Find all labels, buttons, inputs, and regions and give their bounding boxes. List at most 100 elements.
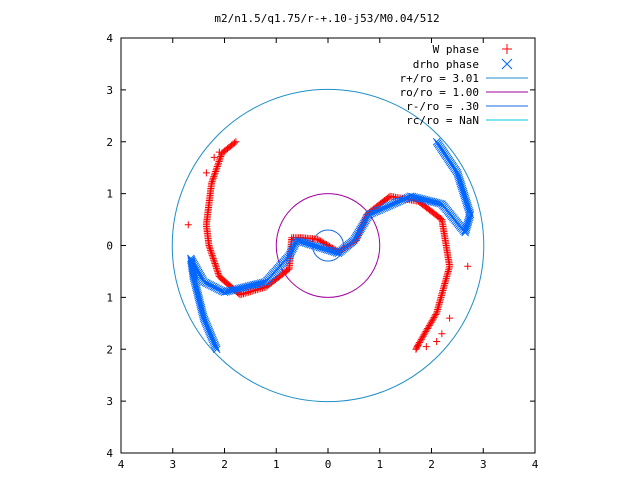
x-tick-label: 3 (169, 458, 176, 471)
w-phase-point (205, 242, 213, 249)
w-phase-point (464, 262, 472, 270)
y-tick-label: 3 (106, 395, 113, 408)
w-phase-point (420, 331, 428, 339)
w-phase-point (212, 263, 220, 271)
y-tick-label: 2 (106, 136, 113, 149)
w-phase-point (432, 310, 440, 318)
w-phase-point (206, 245, 214, 253)
w-phase-point (213, 266, 221, 274)
drho-phase-point (212, 345, 221, 354)
y-tick-label: 2 (106, 343, 113, 356)
w-phase-point (252, 286, 260, 294)
w-phase-point (257, 285, 265, 293)
chart-title: m2/n1.5/q1.75/r-+.10-j53/M0.04/512 (214, 12, 439, 25)
w-phase-point (430, 314, 438, 322)
w-phase-point (422, 328, 430, 336)
w-phase-point (433, 337, 441, 345)
w-phase-point (214, 269, 222, 277)
w-phase-point (213, 164, 221, 172)
w-phase-point (415, 339, 423, 347)
y-tick-label: 4 (106, 447, 113, 460)
legend-swatch-drho (501, 58, 513, 70)
w-phase-point (412, 345, 420, 353)
w-phase-point (210, 171, 218, 179)
x-tick-label: 4 (532, 458, 539, 471)
x-tick-label: 1 (273, 458, 280, 471)
w-phase-point (212, 166, 220, 174)
w-phase-point (214, 159, 222, 167)
w-phase-point (211, 260, 219, 268)
w-phase-point (215, 148, 223, 156)
w-phase-point (214, 161, 222, 169)
x-tick-label: 2 (221, 458, 228, 471)
w-phase-point (446, 314, 454, 322)
x-tick-label: 2 (428, 458, 435, 471)
w-phase-point (217, 153, 225, 161)
w-phase-point (207, 248, 215, 256)
legend-label: r-/ro = .30 (406, 100, 479, 113)
w-phase-point (431, 312, 439, 320)
w-phase-point (314, 235, 322, 243)
w-phase-point (433, 309, 441, 317)
drho-phase-point (212, 343, 220, 352)
w-phase-point (207, 246, 215, 254)
legend-label: W phase (433, 43, 479, 56)
circle-ro (275, 193, 381, 298)
w-phase-point (421, 329, 429, 337)
w-phase-point (210, 153, 218, 161)
radius-circles (171, 88, 485, 403)
x-tick-label: 0 (325, 458, 332, 471)
w-phase-point (216, 156, 224, 164)
w-phase-point (423, 326, 431, 334)
w-phase-point (258, 284, 266, 292)
w-phase-point (210, 256, 218, 264)
w-phase-point (429, 315, 437, 323)
legend-label: drho phase (413, 58, 479, 71)
w-phase-point (216, 154, 224, 162)
w-phase-point (426, 320, 434, 328)
legend-label: r+/ro = 3.01 (400, 72, 479, 85)
drho-phase-point (222, 287, 231, 296)
legend-label: ro/ro = 1.00 (400, 86, 479, 99)
w-phase-point (260, 284, 268, 292)
w-phase-point (212, 168, 220, 176)
w-phase-point (248, 287, 256, 295)
w-phase-point (209, 253, 217, 261)
w-phase-point (214, 268, 222, 276)
w-phase-point (422, 343, 430, 351)
w-phase-point (427, 318, 435, 326)
circle-r (171, 88, 485, 403)
w-phase-point (215, 158, 223, 166)
w-phase-point (413, 344, 421, 352)
w-phase-point (425, 321, 433, 329)
y-tick-label: 1 (106, 188, 113, 201)
legend-label: rc/ro = NaN (406, 114, 479, 127)
w-phase-point (211, 169, 219, 177)
y-tick-label: 3 (106, 84, 113, 97)
w-phase-point (419, 332, 427, 340)
w-phase-point (210, 173, 218, 181)
w-phase-point (253, 286, 261, 294)
w-phase-point (418, 334, 426, 342)
w-phase-point (208, 250, 216, 258)
w-phase-point (417, 335, 425, 343)
drho-phase-point (461, 227, 470, 235)
x-tick-label: 4 (118, 458, 125, 471)
w-phase-point (438, 330, 446, 338)
w-phase-point (255, 285, 263, 293)
w-phase-point (208, 178, 216, 186)
y-tick-label: 1 (106, 291, 113, 304)
y-tick-label: 4 (106, 32, 113, 45)
data-points (184, 137, 475, 354)
w-phase-point (250, 287, 258, 295)
w-phase-point (210, 258, 218, 266)
w-phase-point (425, 323, 433, 331)
w-phase-point (213, 264, 221, 272)
x-tick-label: 3 (480, 458, 487, 471)
w-phase-point (206, 243, 214, 251)
x-tick-label: 1 (376, 458, 383, 471)
w-phase-point (424, 325, 432, 332)
w-phase-point (416, 337, 424, 345)
legend-swatch-w (502, 44, 512, 54)
